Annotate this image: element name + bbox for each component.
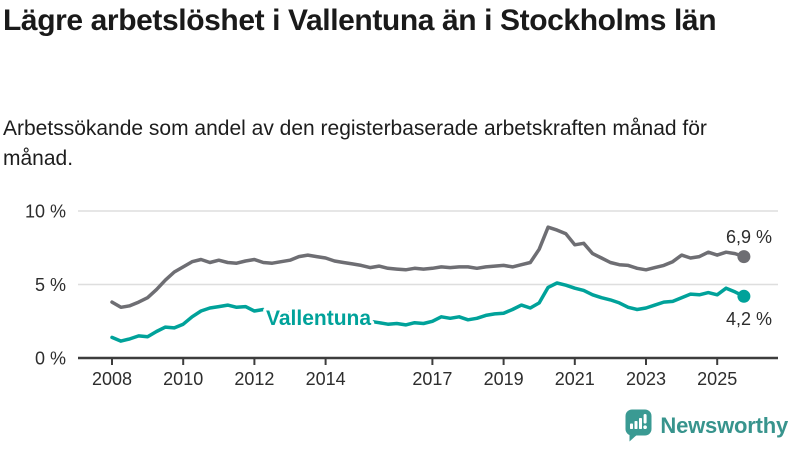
x-axis-label-2023: 2023 [626,369,666,389]
x-axis-label-2008: 2008 [92,369,132,389]
series-end-dot-vallentuna [737,289,751,303]
chart-subtitle: Arbetssökande som andel av den registerb… [3,117,707,170]
newsworthy-wordmark: Newsworthy [660,412,788,438]
chart-title: Lägre arbetslöshet i Vallentuna än i Sto… [3,4,717,37]
y-axis-label-0pct: 0 % [35,348,66,368]
y-axis-label-5pct: 5 % [35,275,66,295]
x-axis-label-2025: 2025 [697,369,737,389]
series-label-vallentuna: Vallentuna [266,307,371,330]
unemployment-line-chart: 0 % 5 % 10 % 2008 2010 2012 2014 2017 2019 2021 20… [25,201,778,389]
x-axis-label-2019: 2019 [484,369,524,389]
series-line-stockholms-l-n [110,225,746,310]
x-axis-label-2014: 2014 [306,369,346,389]
x-axis-label-2021: 2021 [555,369,595,389]
series-end-value-stockholms-l-n: 6,9 % [726,227,772,247]
series-end-value-vallentuna: 4,2 % [726,309,772,329]
x-axis-label-2012: 2012 [234,369,274,389]
x-axis-label-2010: 2010 [163,369,203,389]
series-end-dot-stockholms-l-n [737,250,751,264]
newsworthy-logo-icon [625,409,652,442]
x-axis-label-2017: 2017 [412,369,452,389]
y-axis-label-10pct: 10 % [25,201,66,221]
newsworthy-branding: Newsworthy [625,409,788,442]
series-line-vallentuna [110,281,746,343]
